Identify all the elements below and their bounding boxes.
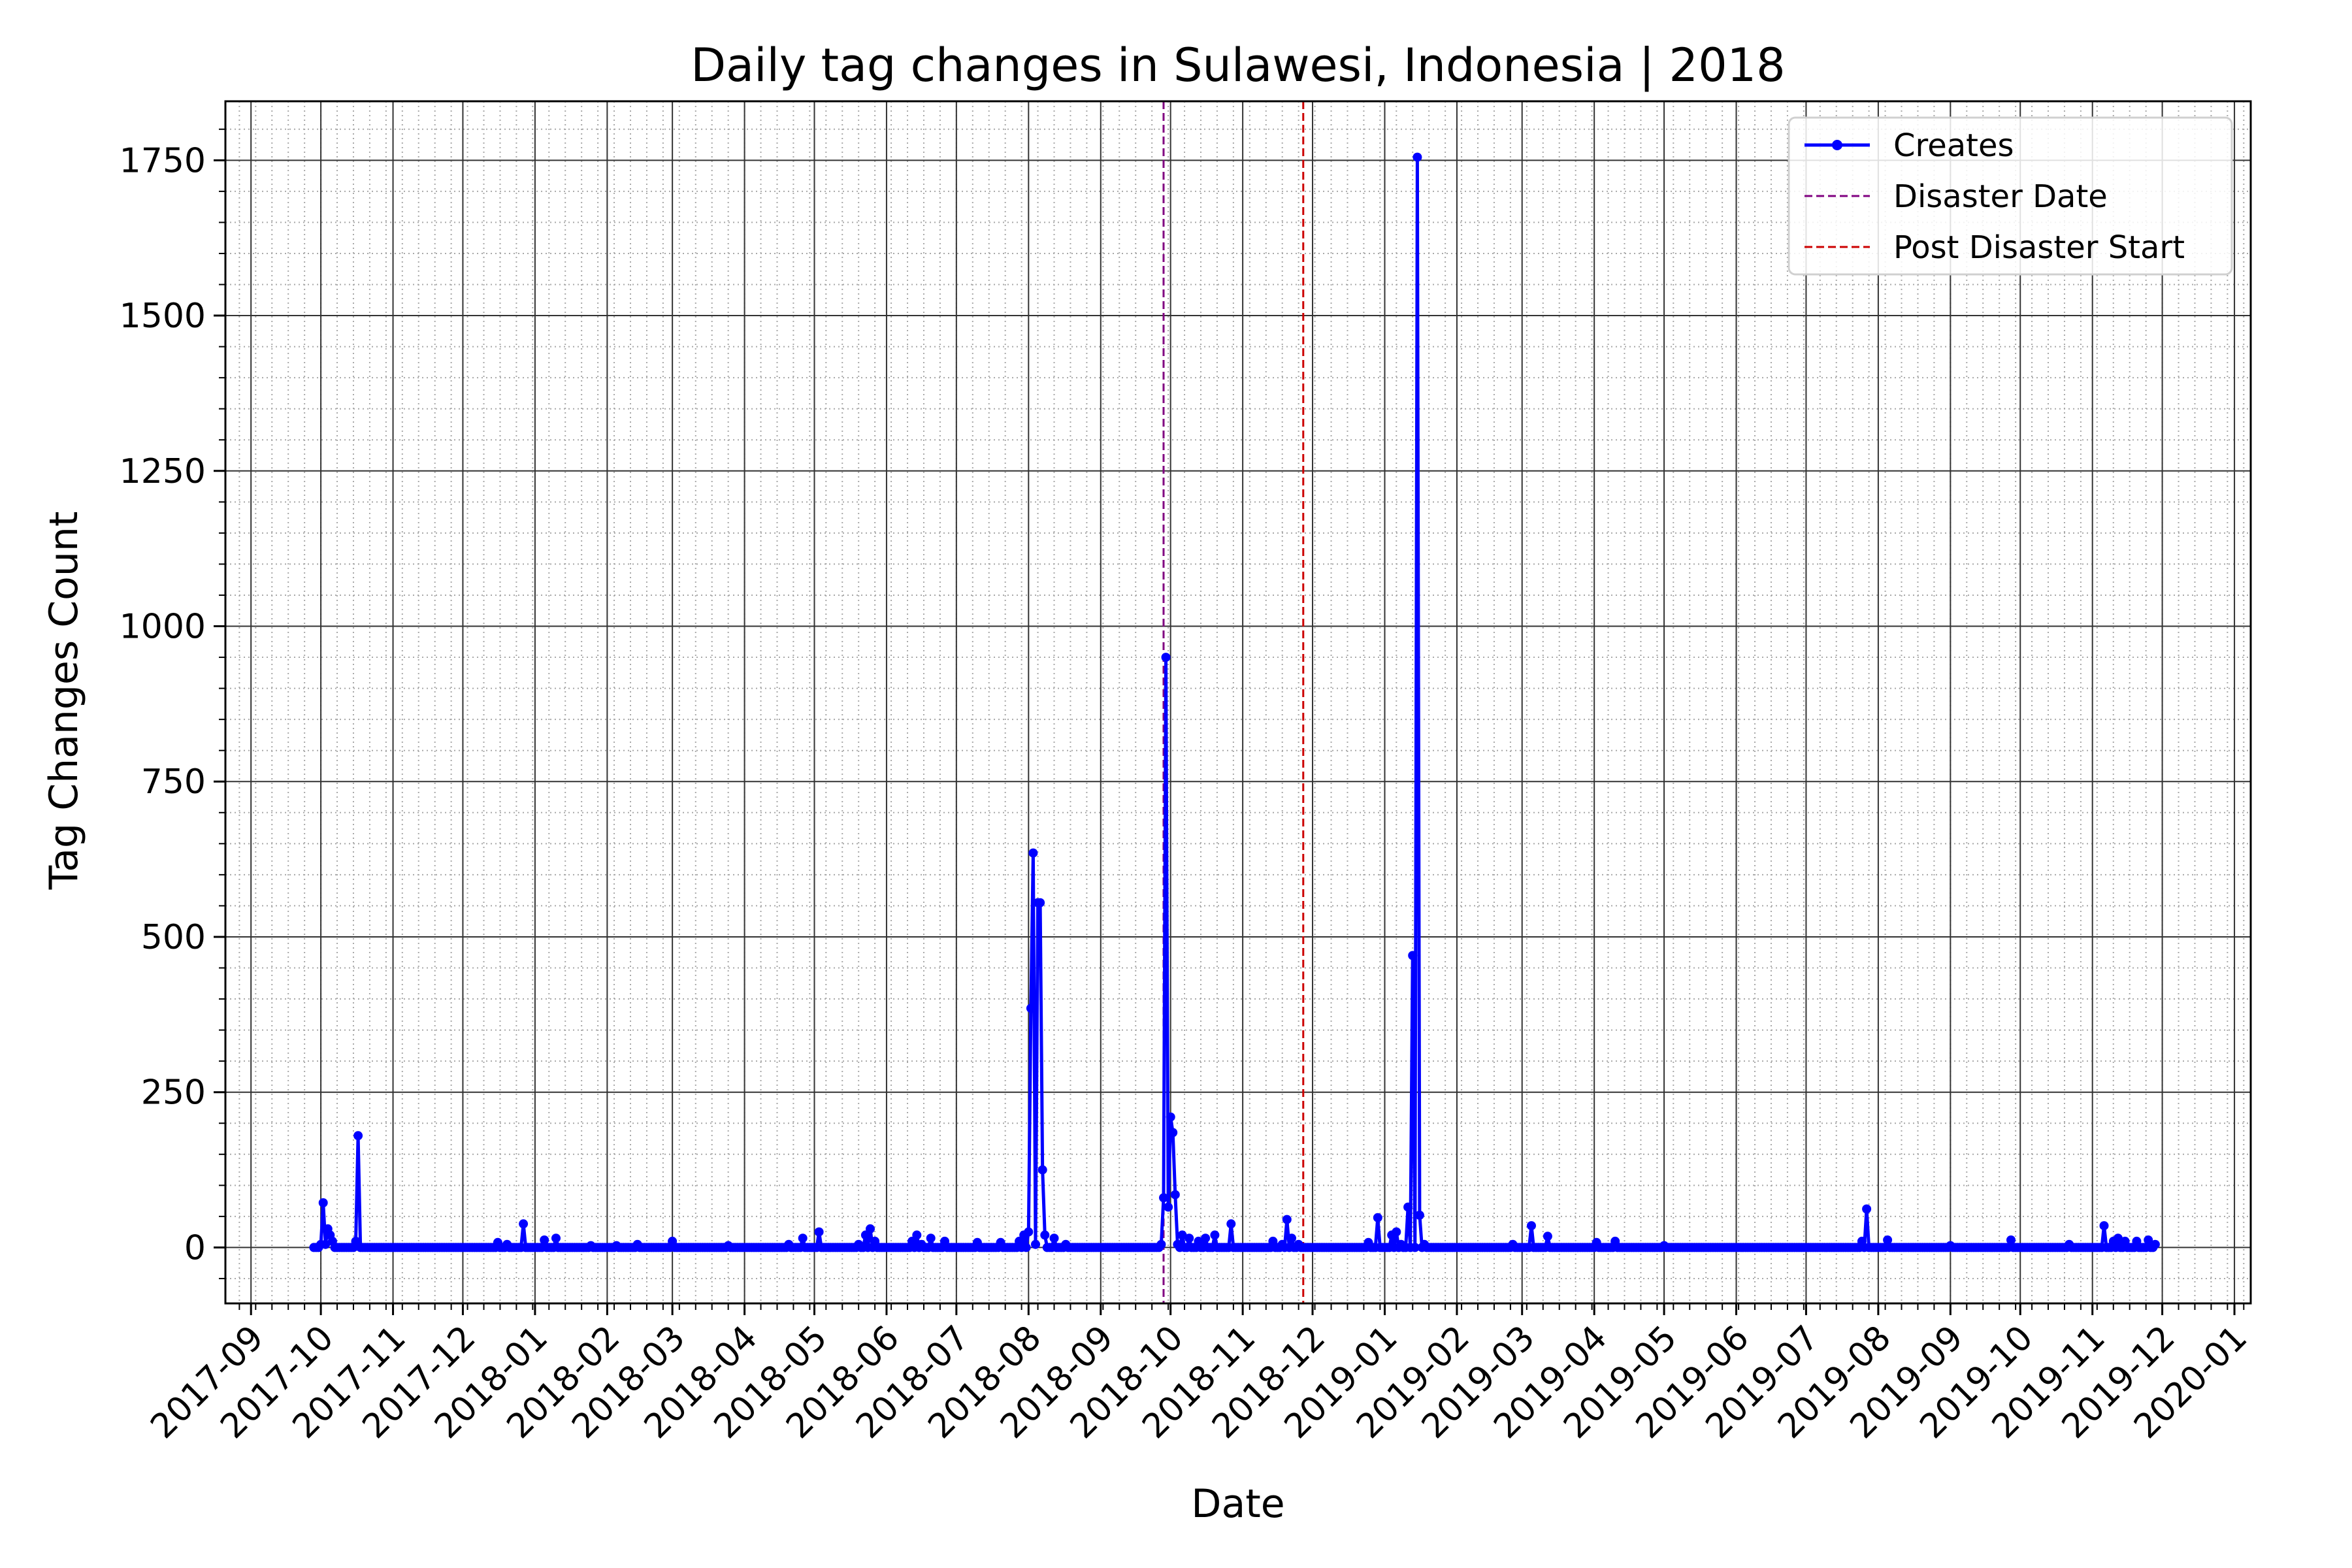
series-group: [309, 152, 2160, 1252]
data-point: [1408, 951, 1418, 960]
data-point: [1392, 1227, 1401, 1237]
data-point: [1201, 1233, 1211, 1243]
data-point: [1862, 1204, 1872, 1214]
data-point: [1164, 1202, 1173, 1212]
y-tick-label: 1750: [120, 141, 206, 180]
data-point: [1028, 848, 1038, 858]
data-point: [1156, 1239, 1166, 1249]
legend-label: Post Disaster Start: [1893, 229, 2185, 266]
data-point: [1040, 1230, 1050, 1240]
minor-grid: [225, 101, 2251, 1303]
data-point: [2099, 1221, 2109, 1231]
data-point: [1170, 1190, 1180, 1200]
data-point: [351, 1236, 361, 1246]
data-point: [519, 1219, 529, 1229]
data-point: [1168, 1128, 1178, 1137]
data-point: [1414, 1211, 1424, 1220]
data-point: [2150, 1239, 2160, 1249]
plot-area: [224, 100, 2252, 1305]
data-point: [1410, 1243, 1420, 1252]
data-point: [2006, 1235, 2016, 1245]
y-tick-label: 1500: [120, 297, 206, 336]
legend-item: Post Disaster Start: [1805, 229, 2185, 266]
legend-item: Disaster Date: [1805, 178, 2108, 215]
data-point: [1543, 1232, 1552, 1241]
data-point: [814, 1227, 824, 1237]
y-tick-label: 250: [141, 1073, 206, 1113]
data-point: [798, 1233, 808, 1243]
data-point: [1226, 1219, 1236, 1229]
chart-title: Daily tag changes in Sulawesi, Indonesia…: [691, 39, 1785, 92]
data-point: [1403, 1202, 1413, 1212]
y-tick-label: 0: [184, 1228, 206, 1267]
data-point: [1049, 1233, 1059, 1243]
y-tick-label: 500: [141, 918, 206, 957]
plot-frame: [224, 100, 2252, 1305]
data-point: [318, 1198, 328, 1207]
data-point: [1161, 653, 1171, 662]
data-point: [540, 1235, 549, 1245]
data-point: [866, 1224, 875, 1233]
data-point: [2113, 1233, 2123, 1243]
legend-label: Creates: [1893, 127, 2014, 164]
y-tick-label: 1250: [120, 452, 206, 491]
data-point: [1021, 1243, 1031, 1252]
data-point: [1031, 1239, 1040, 1249]
data-point: [1036, 898, 1045, 907]
data-point: [1177, 1230, 1187, 1240]
data-point: [912, 1230, 922, 1240]
data-point: [1166, 1112, 1175, 1122]
data-point: [1287, 1233, 1296, 1243]
data-point: [1210, 1230, 1220, 1240]
data-point: [1159, 1193, 1168, 1203]
data-point: [1883, 1235, 1893, 1245]
data-point: [1413, 152, 1422, 162]
legend: Creates Disaster Date Post Disaster Start: [1788, 116, 2233, 276]
data-point: [1026, 1004, 1036, 1013]
y-axis: 0 250 500 750 1000 1250 1500 1750: [120, 128, 225, 1279]
legend-label: Disaster Date: [1893, 178, 2108, 215]
y-axis-label: Tag Changes Count: [41, 512, 87, 890]
y-tick-label: 750: [141, 762, 206, 802]
data-point: [353, 1131, 363, 1141]
data-point: [2144, 1235, 2153, 1245]
data-point: [1282, 1215, 1292, 1224]
data-point: [1373, 1213, 1382, 1222]
data-point: [551, 1233, 561, 1243]
data-point: [1037, 1165, 1047, 1175]
data-point: [321, 1239, 331, 1249]
data-point: [926, 1233, 936, 1243]
data-point: [1184, 1233, 1194, 1243]
y-tick-label: 1000: [120, 608, 206, 647]
legend-marker: [1832, 140, 1842, 150]
legend-item: Creates: [1805, 127, 2014, 164]
data-point: [1024, 1227, 1034, 1237]
data-point: [1527, 1221, 1536, 1231]
x-axis-label: Date: [1191, 1481, 1284, 1527]
legend-box: [1788, 116, 2233, 276]
